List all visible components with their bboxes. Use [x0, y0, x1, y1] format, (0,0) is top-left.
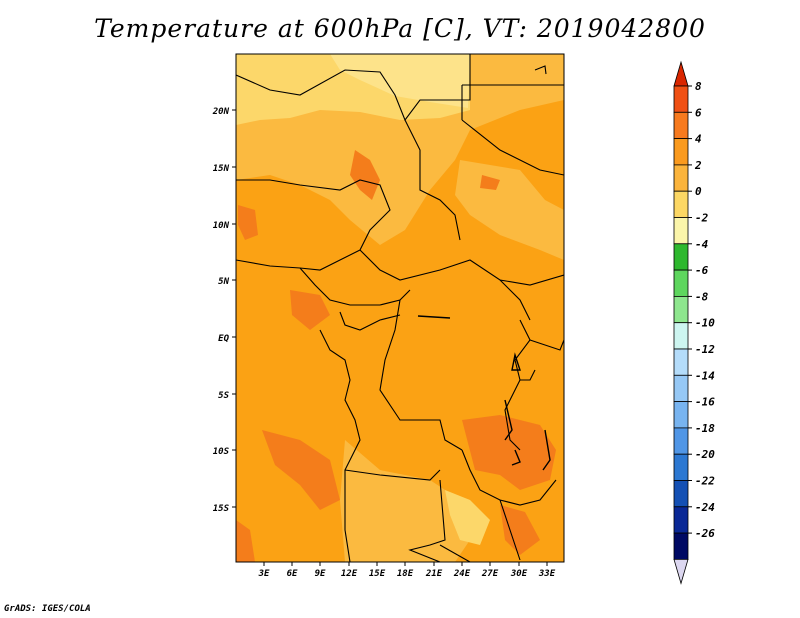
colorbar-swatch [673, 217, 689, 245]
colorbar-top-triangle [673, 60, 689, 87]
colorbar-label: -12 [695, 343, 715, 356]
colorbar-label: 4 [695, 133, 702, 146]
lon-label: 6E [287, 569, 298, 579]
colorbar-label: -6 [695, 264, 709, 277]
lon-label: 12E [341, 569, 358, 579]
colorbar-swatch [673, 269, 689, 297]
contour-4-6-zam [462, 415, 556, 490]
country-borders [236, 54, 564, 562]
temperature-field [236, 54, 564, 562]
colorbar-swatch [673, 243, 689, 271]
colorbar-swatch [673, 506, 689, 534]
contour-4-6-ang [262, 430, 340, 510]
colorbar-swatch [673, 322, 689, 350]
contour-4-6-west [236, 520, 255, 562]
colorbar-swatch [673, 190, 689, 218]
lon-label: 33E [538, 569, 556, 579]
colorbar-label: -8 [695, 290, 709, 303]
map-title: Temperature at 600hPa [C], VT: 201904280… [94, 14, 706, 43]
lat-label: 15S [213, 504, 230, 514]
colorbar-swatch [673, 401, 689, 429]
colorbar-label: -24 [695, 501, 715, 514]
colorbar-label: -26 [695, 527, 715, 540]
lon-label: 3E [258, 569, 270, 579]
lat-label: 10N [213, 221, 230, 231]
colorbar-label: -10 [695, 317, 715, 330]
colorbar-swatch [673, 453, 689, 481]
lon-label: 18E [397, 569, 414, 579]
contour-0-2-south [340, 440, 470, 562]
contour-m2-0-top [330, 54, 470, 108]
colorbar-label: -18 [695, 422, 715, 435]
colorbar-label: -14 [695, 369, 715, 382]
contour-4-6-moz [500, 505, 540, 555]
colorbar-swatch [673, 427, 689, 455]
colorbar-swatch [673, 138, 689, 166]
lon-label: 9E [315, 569, 326, 579]
colorbar-label: 8 [695, 80, 702, 93]
latitude-axis: 20N 15N 10N 5N EQ 5S 10S 15S [212, 107, 230, 514]
colorbar-label: -20 [695, 448, 715, 461]
longitude-axis: 3E 6E 9E 12E 15E 18E 21E 24E 27E 30E 33E [258, 569, 556, 579]
lon-label: 24E [453, 569, 471, 579]
colorbar-swatch [673, 374, 689, 402]
colorbar-swatch [673, 348, 689, 376]
lon-label: 30E [510, 569, 528, 579]
map-frame [235, 53, 565, 563]
colorbar-swatch [673, 295, 689, 324]
lat-label: 10S [213, 447, 230, 457]
lat-label: EQ [218, 334, 229, 344]
colorbar-swatch [673, 164, 689, 192]
lon-label: 21E [425, 569, 443, 579]
colorbar-label: 6 [695, 106, 702, 119]
lon-label: 15E [369, 569, 386, 579]
colorbar-label: 2 [694, 159, 702, 172]
contour-4-6-cam [238, 205, 258, 240]
colorbar-swatch [673, 532, 689, 560]
lakes [417, 315, 551, 471]
colorbar-label: -16 [695, 396, 715, 409]
latitude-ticks [232, 109, 236, 508]
grads-credit: GrADS: IGES/COLA [4, 604, 91, 614]
colorbar-label: 0 [695, 185, 702, 198]
colorbar-label: -2 [695, 212, 709, 225]
colorbar-label: -4 [695, 238, 709, 251]
lon-label: 27E [481, 569, 499, 579]
colorbar-swatch [673, 85, 689, 113]
lat-label: 5S [218, 391, 229, 401]
lat-label: 5N [218, 277, 229, 287]
contour-m2-0-sw [445, 490, 490, 545]
colorbar-label: -22 [695, 475, 715, 488]
contour-4-6-sahel [480, 175, 500, 190]
colorbar-swatch [673, 480, 689, 508]
colorbar-bottom-triangle [673, 559, 689, 585]
colorbar-swatch [673, 111, 689, 140]
lat-label: 20N [212, 107, 230, 117]
lat-label: 15N [213, 164, 230, 174]
longitude-ticks [263, 562, 548, 566]
colorbar: 8 6 4 2 0 -2 -4 -6 -8 -10 -12 -14 -16 -18 -20 -22 -24 -26 [673, 60, 715, 585]
contour-4-6-gabon [290, 290, 330, 330]
contour-4-6-central [350, 150, 380, 200]
